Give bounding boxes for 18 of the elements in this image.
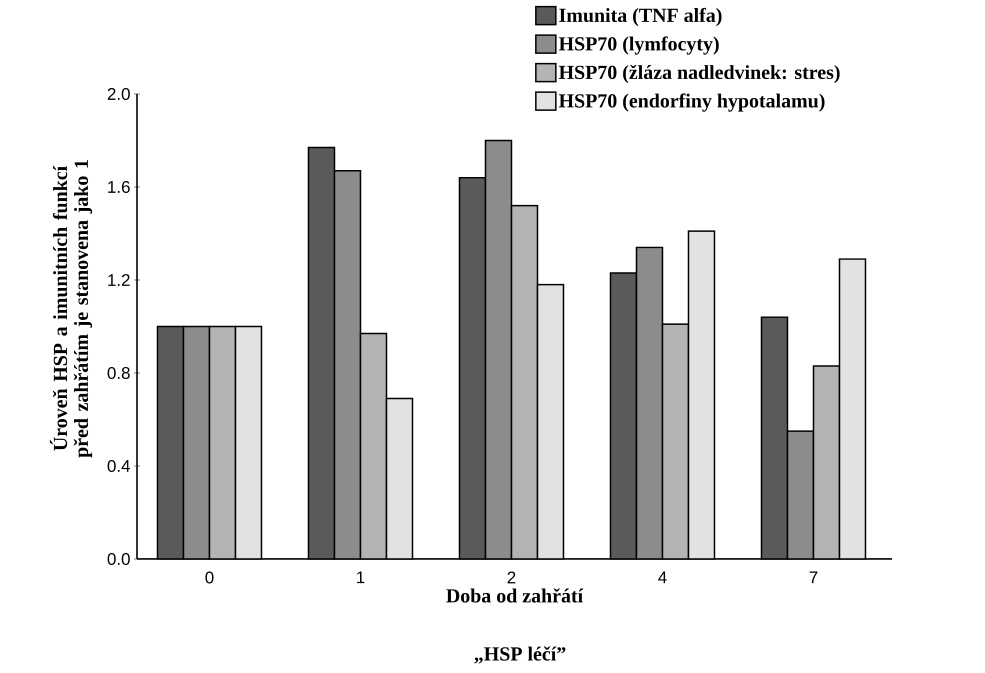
legend-label: HSP70 (žláza nadledvinek: stres) — [558, 64, 840, 84]
text: „HSP léčí” — [474, 646, 566, 664]
y-axis-title: Úroveň HSP a imunitních funkcí před zahřátím je stanovena jako 1 — [50, 160, 92, 458]
x-tick-label: 7 — [810, 572, 818, 584]
x-tick-label: 4 — [658, 572, 667, 584]
legend-label: Imunita (TNF alfa) — [559, 8, 722, 26]
y-tick-label: 0.8 — [108, 366, 130, 379]
y-tick-label: 0.4 — [108, 460, 130, 472]
x-tick-label: 1 — [357, 572, 364, 584]
legend-label: HSP70 (lymfocyty) — [558, 36, 719, 55]
y-tick-label: 2.0 — [108, 88, 130, 100]
x-axis-title: Doba od zahřátí — [446, 588, 584, 603]
y-tick-label: 0.0 — [108, 552, 130, 565]
y-tick-label: 1.6 — [108, 180, 130, 193]
x-tick-label: 0 — [205, 572, 214, 584]
y-tick-label: 1.2 — [108, 274, 130, 286]
legend-label: HSP70 (endorfiny hypotalamu) — [558, 93, 824, 112]
x-tick-label: 2 — [508, 572, 516, 584]
